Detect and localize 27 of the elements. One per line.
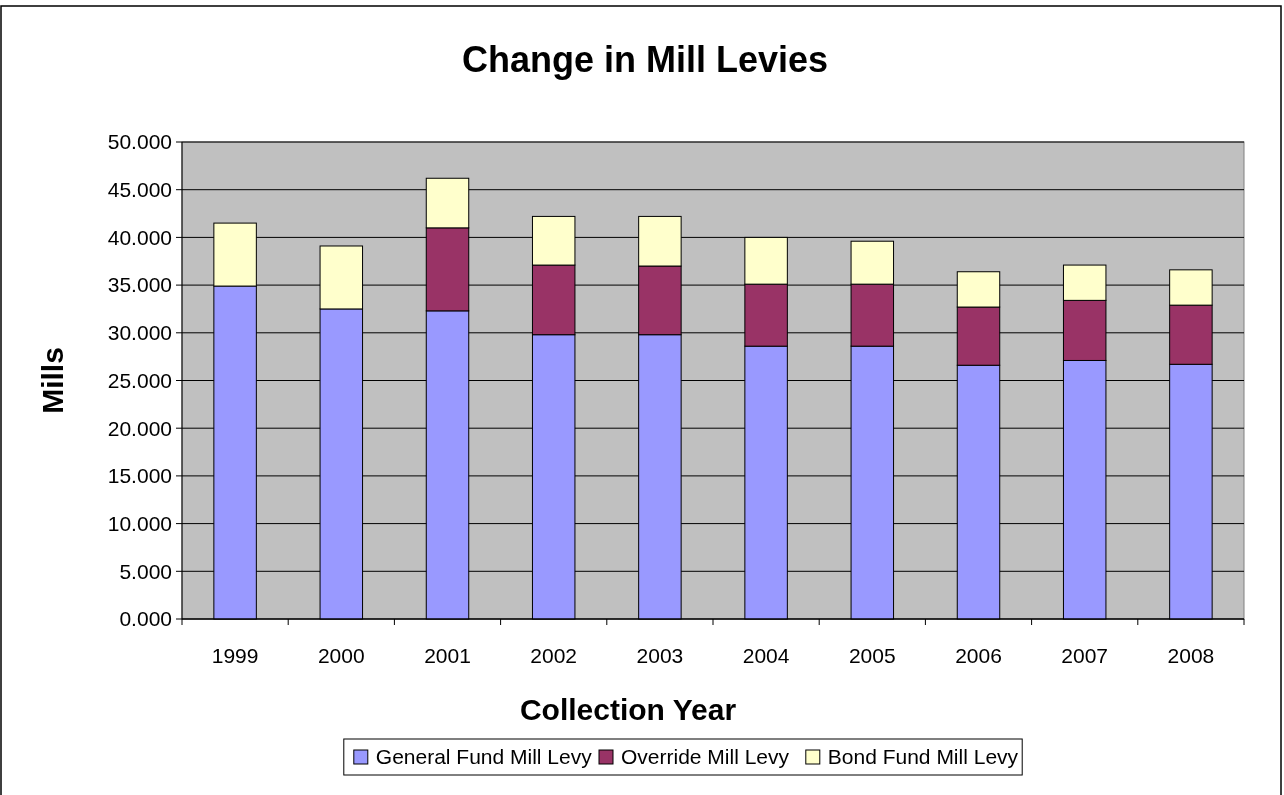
y-tick-label: 15.000 <box>107 464 172 488</box>
y-tick-label: 0.000 <box>119 607 172 631</box>
y-tick-label: 20.000 <box>107 416 172 440</box>
x-tick-label: 2007 <box>1061 644 1109 667</box>
x-tick-label: 2006 <box>955 644 1002 667</box>
y-tick-label: 25.000 <box>107 368 172 392</box>
legend-label: Override Mill Levy <box>621 745 790 769</box>
x-tick-label: 2008 <box>1167 644 1215 667</box>
y-axis-title: Mills <box>36 347 69 414</box>
y-tick-label: 45.000 <box>107 178 172 202</box>
y-tick-label: 50.000 <box>107 130 172 154</box>
x-tick-label: 2004 <box>742 644 790 667</box>
chart-title: Change in Mill Levies <box>461 39 829 80</box>
y-tick-label: 40.000 <box>107 225 172 249</box>
x-tick-label: 2000 <box>317 644 365 667</box>
y-tick-label: 35.000 <box>107 273 172 297</box>
x-tick-label: 2001 <box>424 644 471 667</box>
x-tick-label: 1999 <box>211 644 259 667</box>
x-axis-title: Collection Year <box>519 693 737 726</box>
legend-label: General Fund Mill Levy <box>375 745 593 769</box>
x-tick-label: 2003 <box>636 644 684 667</box>
x-tick-label: 2005 <box>848 644 896 667</box>
x-tick-label: 2002 <box>530 644 578 667</box>
y-tick-label: 5.000 <box>119 559 172 583</box>
legend-label: Bond Fund Mill Levy <box>827 745 1019 769</box>
y-tick-label: 10.000 <box>107 511 172 535</box>
y-tick-label: 30.000 <box>107 321 172 345</box>
